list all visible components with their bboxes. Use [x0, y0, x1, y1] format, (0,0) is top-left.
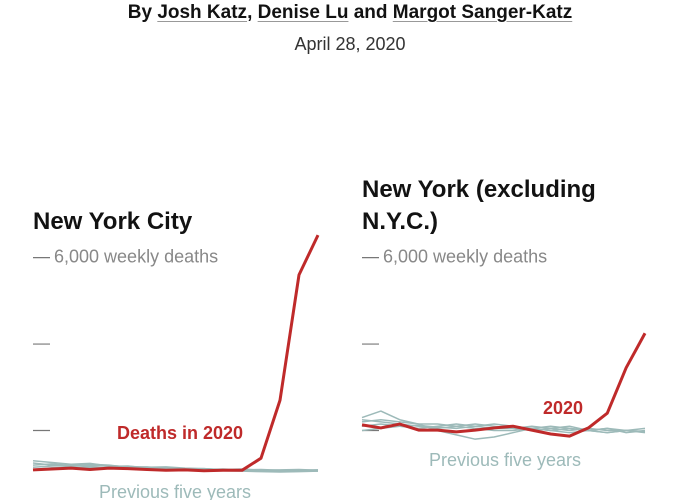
series-label: Previous five years — [99, 482, 251, 500]
author[interactable]: Denise Lu — [257, 2, 349, 23]
series-label: Previous five years — [429, 450, 581, 470]
prior-year-line — [32, 463, 319, 472]
separator: , — [247, 2, 253, 23]
byline: By Josh Katz, Denise Lu and Margot Sange… — [0, 2, 700, 24]
line — [32, 234, 320, 473]
series-label: 2020 — [543, 398, 583, 418]
line — [361, 332, 647, 438]
series-label: Deaths in 2020 — [117, 423, 243, 443]
y-tick-label: 6,000 weekly deaths — [54, 246, 218, 266]
conjunction: and — [353, 2, 388, 23]
y-tick-label: 6,000 weekly deaths — [383, 246, 547, 266]
date: April 28, 2020 — [294, 34, 406, 54]
chart-title: New York (excluding N.Y.C.) — [362, 176, 596, 235]
author[interactable]: Josh Katz — [157, 2, 248, 23]
prior-year-line — [361, 418, 646, 434]
author[interactable]: Margot Sanger-Katz — [392, 2, 573, 23]
byline-prefix: By — [127, 2, 153, 23]
chart-title: New York City — [33, 208, 193, 235]
